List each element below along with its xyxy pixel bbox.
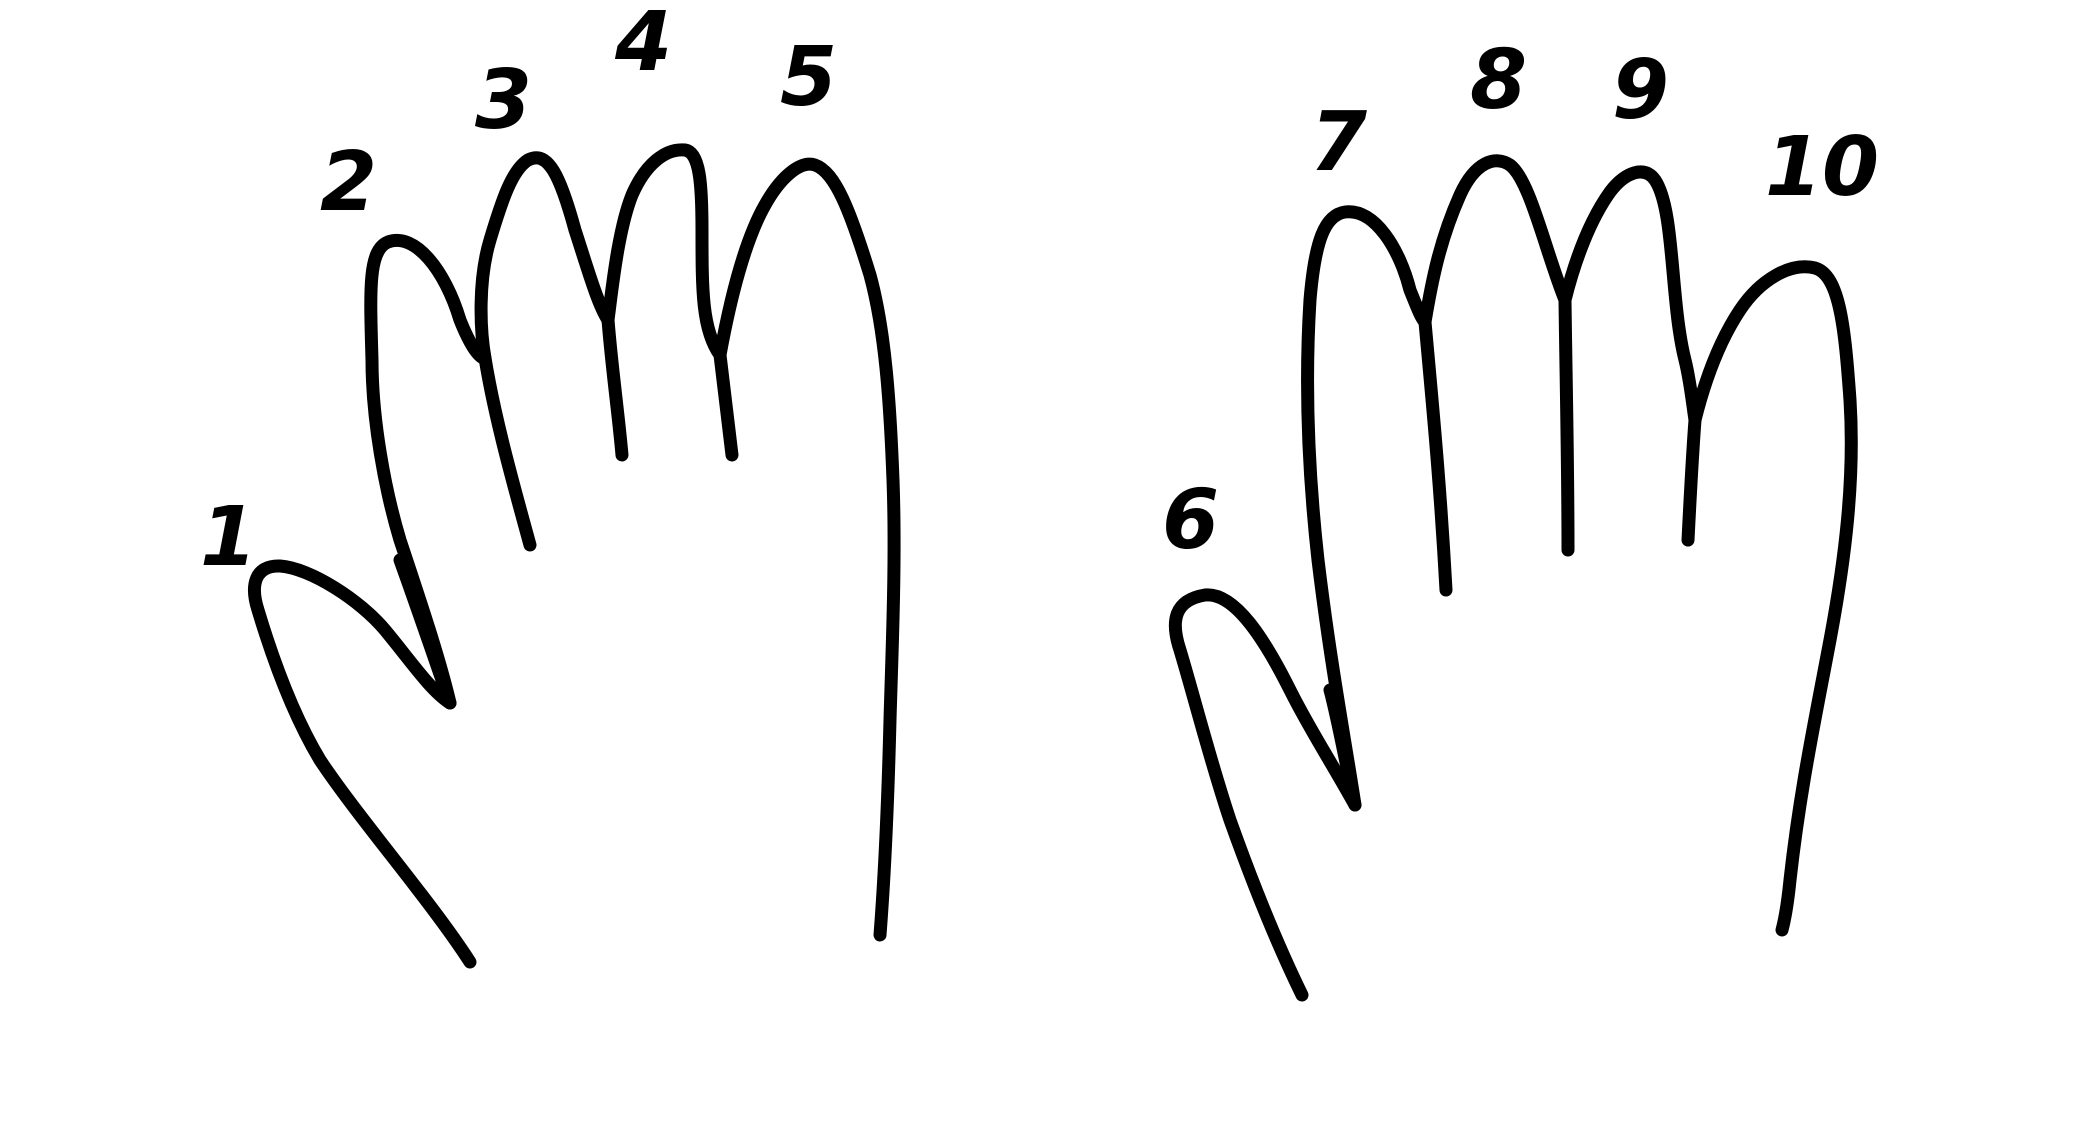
finger-label-6: 6	[1162, 473, 1219, 568]
right-hand	[1168, 154, 1858, 1002]
left-hand-finger-gap-3	[601, 313, 629, 462]
left-hand-labels: 1 2 3 4 5	[200, 0, 837, 585]
finger-label-10: 10	[1765, 120, 1879, 215]
left-hand-finger-gap-1	[393, 553, 457, 710]
finger-label-9: 9	[1612, 43, 1669, 138]
finger-label-5: 5	[780, 30, 837, 125]
left-hand-finger-gap-2	[478, 351, 537, 552]
finger-label-2: 2	[320, 135, 377, 230]
finger-label-3: 3	[475, 53, 532, 148]
right-hand-finger-gap-1	[1323, 683, 1362, 812]
left-hand	[248, 143, 901, 969]
right-hand-outline	[1168, 154, 1858, 1002]
left-hand-outline	[248, 143, 901, 969]
finger-label-4: 4	[614, 0, 672, 90]
right-hand-finger-gap-3	[1558, 293, 1575, 557]
finger-label-8: 8	[1470, 33, 1527, 128]
right-hand-finger-gap-2	[1418, 315, 1453, 597]
finger-label-1: 1	[200, 490, 257, 585]
left-hand-finger-gap-4	[713, 348, 739, 462]
finger-label-7: 7	[1310, 95, 1367, 190]
right-hand-labels: 6 7 8 9 10	[1162, 33, 1879, 568]
right-hand-finger-gap-4	[1681, 413, 1702, 547]
